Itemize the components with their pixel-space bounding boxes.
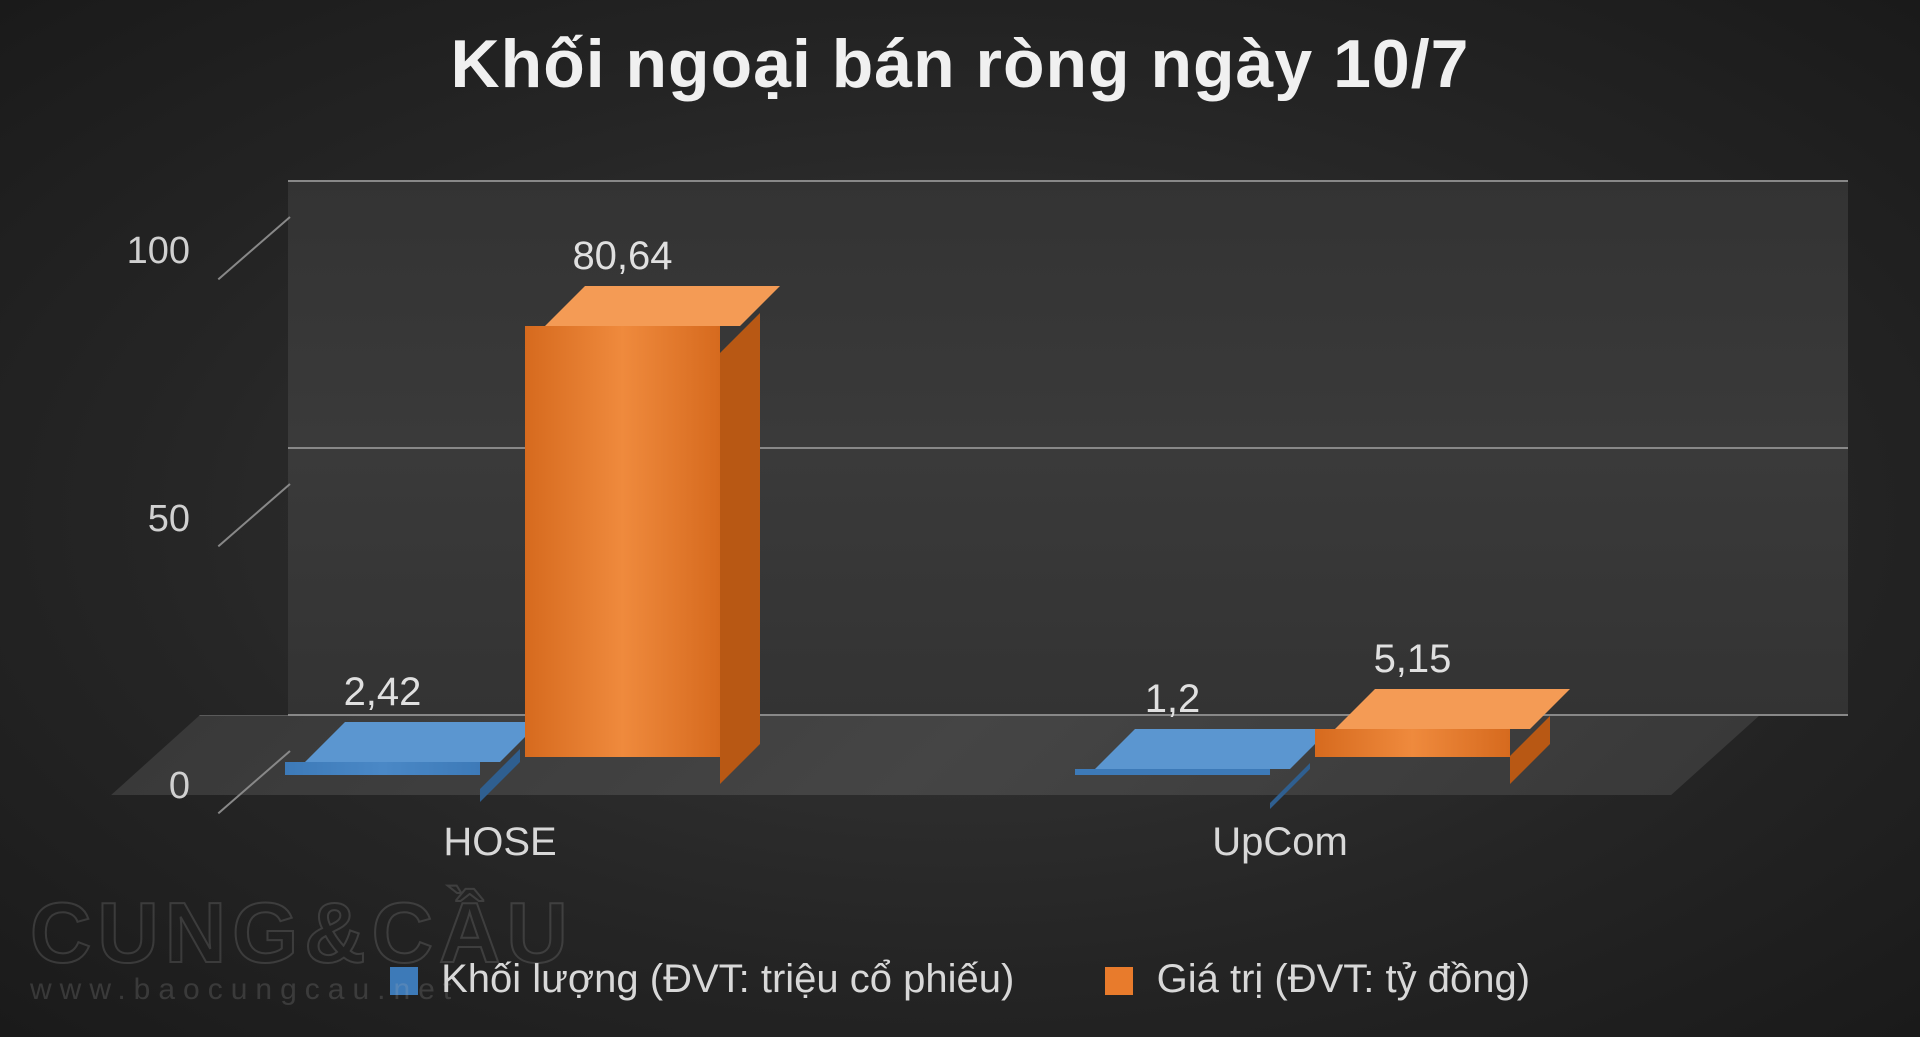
grid-line-floor xyxy=(218,216,291,280)
bar-top-face xyxy=(1335,689,1570,729)
grid-line xyxy=(288,180,1848,182)
bar-front-face xyxy=(285,762,480,775)
legend-item-value: Giá trị (ĐVT: tỷ đồng) xyxy=(1105,957,1530,1002)
bar-side-face xyxy=(720,313,760,784)
grid-line-floor xyxy=(218,483,291,547)
grid-line xyxy=(288,714,1848,716)
y-axis-tick: 0 xyxy=(120,765,190,808)
x-axis-label: HOSE xyxy=(350,820,650,865)
chart-title: Khối ngoại bán ròng ngày 10/7 xyxy=(0,0,1920,103)
grid-line xyxy=(288,447,1848,449)
bar-top-face xyxy=(305,722,540,762)
bar-top-face xyxy=(545,286,780,326)
bar-value-label: 80,64 xyxy=(525,234,720,279)
watermark-logo: CUNG&CẦU xyxy=(30,885,574,983)
x-axis-label: UpCom xyxy=(1130,820,1430,865)
bar-value-label: 5,15 xyxy=(1315,637,1510,682)
watermark: CUNG&CẦU www.baocungcau.net xyxy=(30,885,574,1007)
legend-swatch-icon xyxy=(1105,967,1133,995)
bar-value-label: 1,2 xyxy=(1075,677,1270,722)
y-axis-tick: 50 xyxy=(120,498,190,541)
bar-front-face xyxy=(1075,769,1270,775)
chart-plot-area: 0 50 100 2,42 80,64 1,2 5,15 HOSE UpCom xyxy=(120,180,1800,830)
legend-label: Giá trị (ĐVT: tỷ đồng) xyxy=(1157,957,1530,1001)
bar-front-face xyxy=(1315,729,1510,757)
bar-value-label: 2,42 xyxy=(285,670,480,715)
bar-front-face xyxy=(525,326,720,757)
bar-top-face xyxy=(1095,729,1330,769)
y-axis-tick: 100 xyxy=(120,230,190,273)
